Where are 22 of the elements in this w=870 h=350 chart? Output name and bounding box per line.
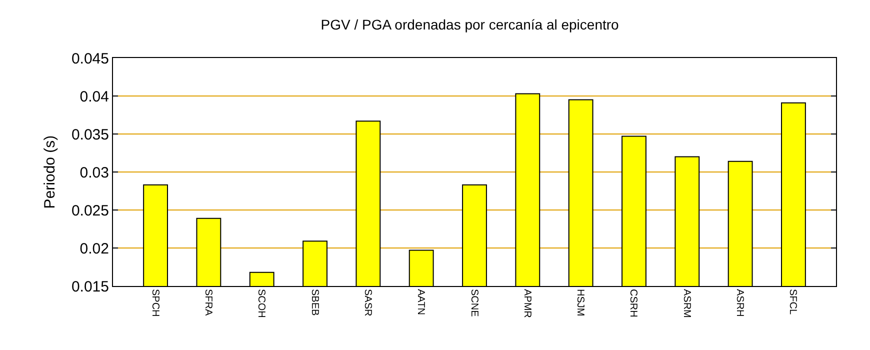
x-tick-label: SPCH — [149, 289, 160, 317]
x-tick-label: SBEB — [308, 289, 320, 316]
x-tick-label: SASR — [362, 289, 373, 316]
x-tick-label: APMR — [521, 289, 532, 318]
x-tick-label: SCOH — [256, 289, 267, 318]
x-tick-label: AATN — [415, 289, 426, 315]
y-tick-label: 0.015 — [71, 278, 109, 296]
x-tick-label: SCNE — [468, 289, 480, 318]
x-tick-label: SFRA — [202, 289, 214, 316]
x-tick-label: ASRH — [734, 289, 746, 317]
x-tick-label: CSRH — [628, 289, 639, 318]
y-tick-label: 0.025 — [71, 202, 109, 220]
x-tick-label: HSJM — [574, 289, 586, 316]
x-tick-label: ASRM — [680, 289, 692, 318]
y-tick-label: 0.02 — [80, 240, 109, 258]
y-tick-label: 0.035 — [71, 126, 109, 144]
y-axis-title: Periodo (s) — [42, 135, 59, 209]
y-tick-label: 0.045 — [71, 50, 109, 68]
x-tick-label: SFCL — [787, 289, 798, 315]
y-tick-label: 0.04 — [80, 88, 109, 106]
y-tick-label: 0.03 — [80, 164, 109, 182]
chart-title: PGV / PGA ordenadas por cercanía al epicentro — [320, 16, 620, 32]
